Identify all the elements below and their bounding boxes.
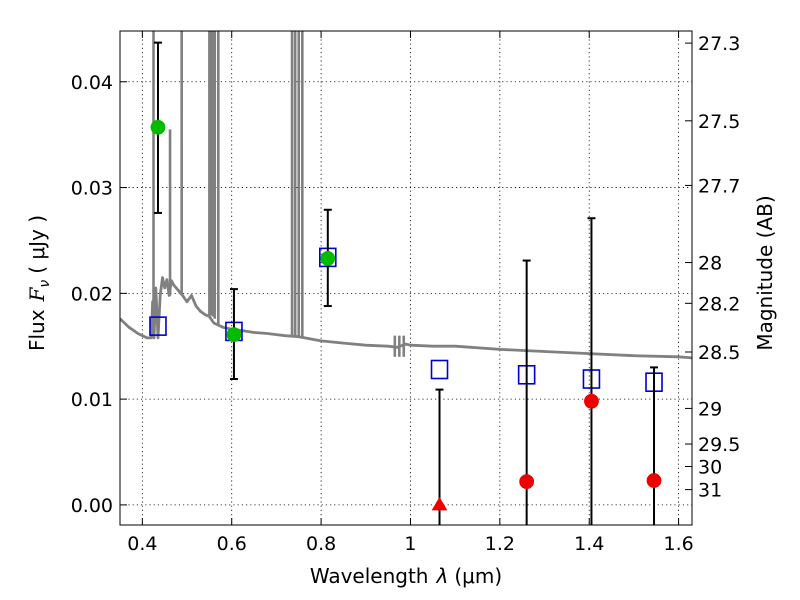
x-tick-label: 0.8 xyxy=(306,533,336,555)
axes-frame xyxy=(119,30,693,526)
x-tick-label: 1.2 xyxy=(485,533,515,555)
x-tick-label: 1.6 xyxy=(663,533,693,555)
upper-limit-triangle xyxy=(431,496,448,511)
magnitude-tick-label: 31 xyxy=(698,480,722,502)
magnitude-tick-label: 30 xyxy=(698,456,722,478)
magnitude-tick-label: 28.5 xyxy=(698,342,740,364)
magnitude-axis-label: Magnitude (AB) xyxy=(753,195,777,350)
detection-point xyxy=(150,119,166,135)
magnitude-tick-label: 29.5 xyxy=(698,434,740,456)
y-tick-label: 0.02 xyxy=(71,283,113,305)
magnitude-tick-label: 27.7 xyxy=(698,175,740,197)
grid xyxy=(120,31,692,525)
y-tick-label: 0.03 xyxy=(71,178,113,200)
faint-point xyxy=(584,393,599,409)
plot-area xyxy=(120,31,692,525)
magnitude-tick-label: 29 xyxy=(698,398,722,420)
x-tick-label: 0.4 xyxy=(127,533,157,555)
y-tick-label: 0.04 xyxy=(71,72,113,94)
detection-point xyxy=(320,251,336,266)
model-band-square xyxy=(149,316,167,336)
x-tick-label: 1 xyxy=(404,533,416,555)
magnitude-tick-label: 28 xyxy=(698,253,722,275)
detection-point xyxy=(226,327,242,342)
x-tick-label: 1.4 xyxy=(574,533,604,555)
magnitude-tick-label: 28.2 xyxy=(698,293,740,315)
x-tick-label: 0.6 xyxy=(217,533,247,555)
faint-point xyxy=(519,474,535,490)
model-spectrum-line xyxy=(120,276,692,360)
magnitude-tick-label: 27.3 xyxy=(698,33,740,55)
y-axis-label: FluxFν( μJy ) xyxy=(25,215,53,351)
y-tick-label: 0.01 xyxy=(71,389,113,411)
faint-point xyxy=(646,473,662,488)
magnitude-tick-label: 27.5 xyxy=(698,111,740,133)
y-tick-label: 0.00 xyxy=(71,495,113,517)
x-axis-label: Wavelength λ (μm) xyxy=(310,564,502,588)
model-band-square xyxy=(430,359,449,380)
axis-ticks: 0.4 0.6 0.8 1 1.2 1.4 1.6 0.00 0.01 0.02 0.03 0.04 2… xyxy=(71,31,740,555)
